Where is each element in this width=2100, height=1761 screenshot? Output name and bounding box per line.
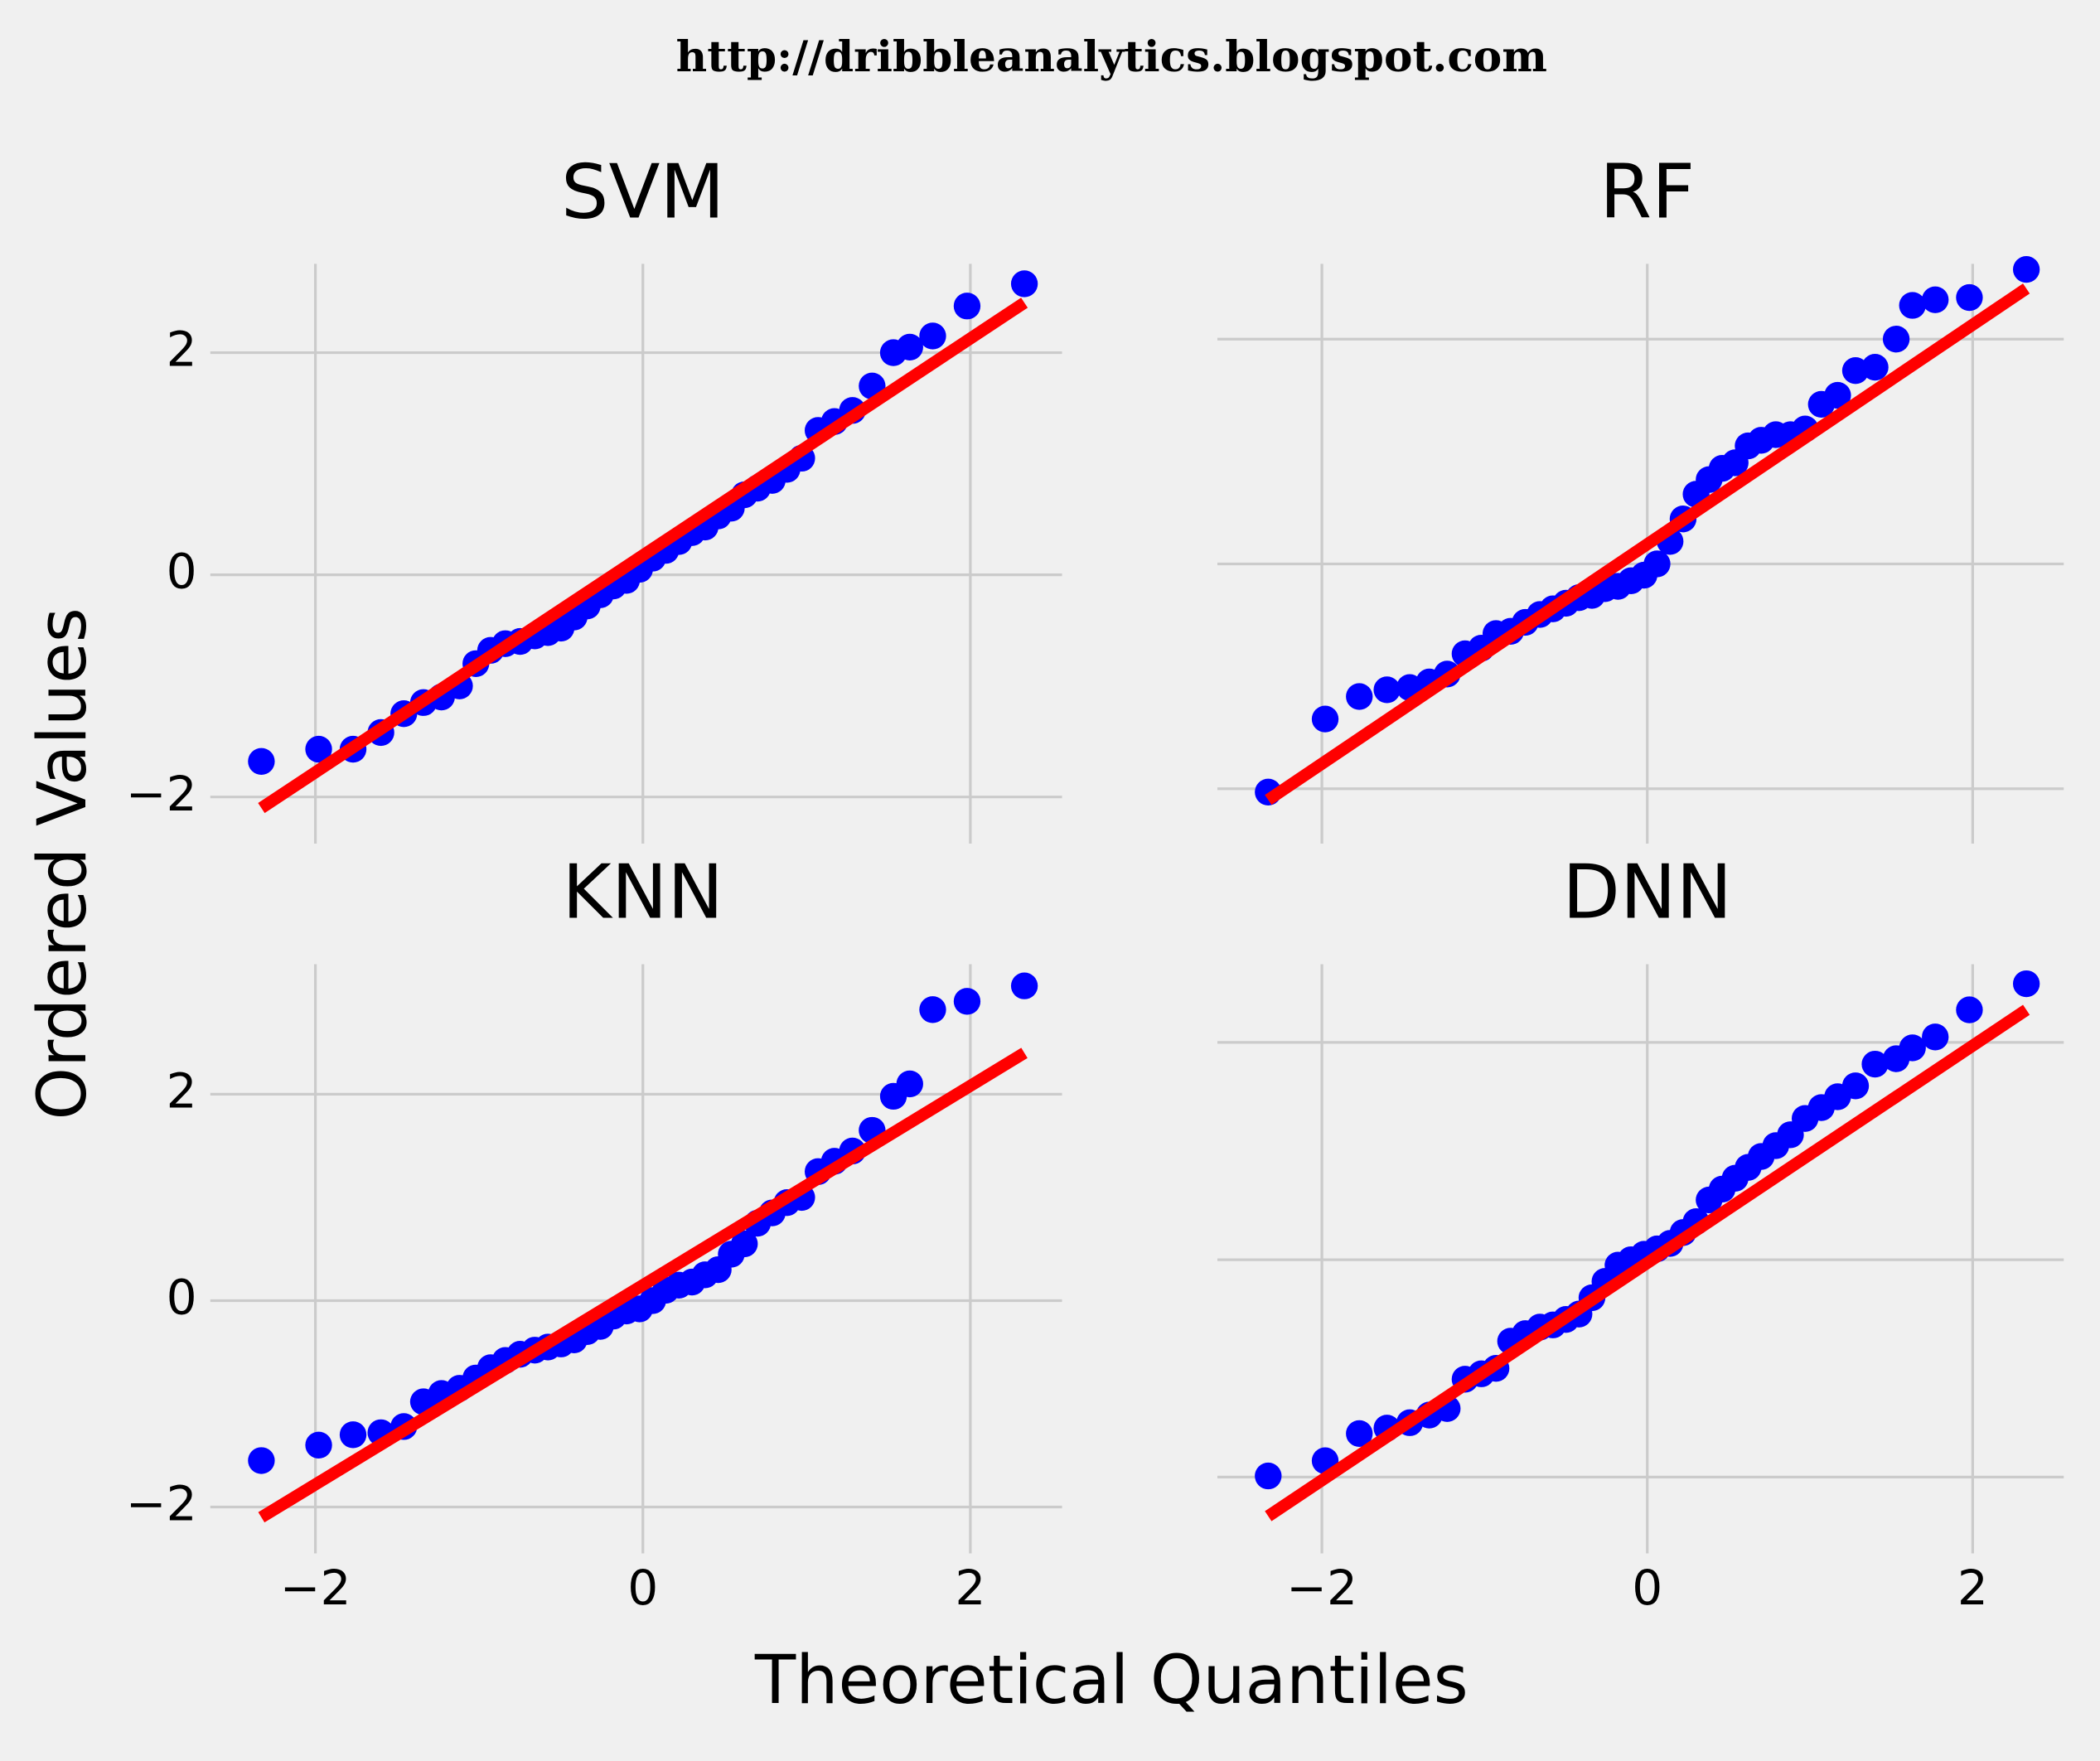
subplot-title: DNN [1562,849,1732,936]
point [1346,683,1373,710]
x-tick-label: −2 [1286,1560,1357,1616]
point [1373,676,1401,704]
subplot: DNN −2 0 2 [1217,849,2064,1616]
point [1010,270,1038,298]
point [919,322,946,350]
x-axis-label: Theoretical Quantiles [754,1642,1469,1720]
subplot: SVM −2 0 2 [126,148,1062,844]
y-tick-label: 0 [167,1270,197,1326]
point [1882,326,1910,353]
point [339,1421,367,1449]
point [2012,255,2040,283]
point [1899,292,1926,319]
x-tick-label: 2 [1957,1560,1988,1616]
point [1861,353,1889,381]
subplot: KNN −2 0 2 −2 0 2 [126,849,1062,1616]
y-tick-label: 0 [167,544,197,600]
x-tick-label: 0 [627,1560,658,1616]
point [953,293,981,320]
y-axis-label: Ordered Values [24,607,102,1120]
point [305,735,332,763]
x-tick-label: 2 [955,1560,985,1616]
subplot-title: SVM [561,148,724,235]
point [248,747,275,775]
x-tick-label: −2 [280,1560,351,1616]
point [1010,972,1038,999]
subplot-title: RF [1599,148,1695,235]
point [731,1230,758,1258]
y-tick-label: −2 [126,766,197,822]
point [248,1447,275,1474]
point [2012,970,2040,998]
point [1824,381,1851,409]
point [1255,1462,1282,1490]
point [1922,286,1949,313]
point [953,988,981,1015]
subplot-title: KNN [562,849,723,936]
y-tick-label: 2 [167,322,197,378]
point [305,1431,332,1459]
point [1899,1034,1926,1062]
point [1956,283,1983,312]
fit-line [1265,283,2030,806]
point [896,333,923,361]
fit-line [258,1047,1028,1523]
point [1922,1023,1949,1051]
fit-line [1265,1004,2030,1522]
point [1346,1420,1373,1448]
y-tick-label: −2 [126,1476,197,1532]
point [896,1070,923,1098]
fit-line [258,298,1028,814]
y-tick-label: 2 [167,1063,197,1120]
point [1311,705,1339,733]
point [919,996,946,1023]
suptitle: http://dribbleanalytics.blogspot.com [676,31,1547,82]
x-tick-label: 0 [1632,1560,1662,1616]
point [1861,1050,1889,1078]
point [1956,996,1983,1023]
point [1643,550,1671,578]
point [1841,1072,1870,1100]
subplot: RF [1217,148,2064,844]
